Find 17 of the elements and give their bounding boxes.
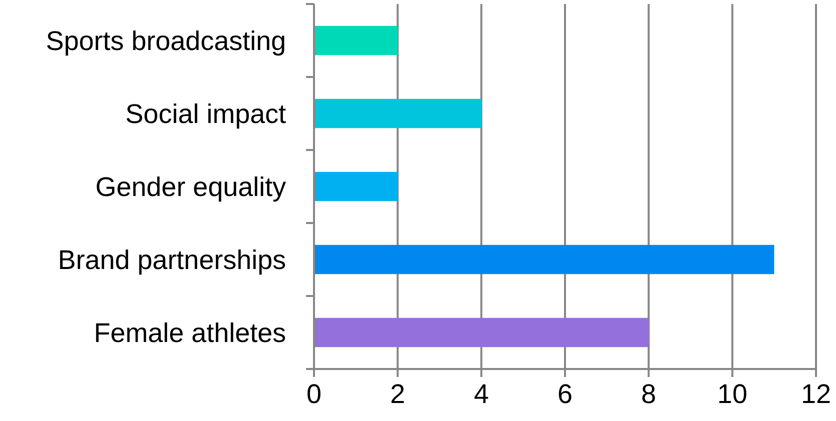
bar	[314, 26, 398, 56]
bar	[314, 172, 398, 202]
x-tick-label: 2	[390, 379, 406, 409]
x-tick-label: 12	[800, 379, 832, 409]
y-tick-label: Social impact	[125, 98, 286, 129]
bar	[314, 98, 482, 128]
x-tick-label: 6	[557, 379, 573, 409]
x-tick-label: 4	[474, 379, 489, 409]
bar	[314, 318, 649, 348]
y-tick-label: Gender equality	[95, 172, 286, 202]
y-tick-label: Sports broadcasting	[46, 26, 286, 56]
x-tick-label: 8	[641, 379, 656, 409]
x-tick-label: 10	[717, 379, 748, 409]
y-tick-label: Brand partnerships	[58, 244, 286, 275]
x-tick-label: 0	[306, 379, 322, 409]
y-tick-label: Female athletes	[94, 318, 286, 348]
bar	[314, 244, 774, 274]
